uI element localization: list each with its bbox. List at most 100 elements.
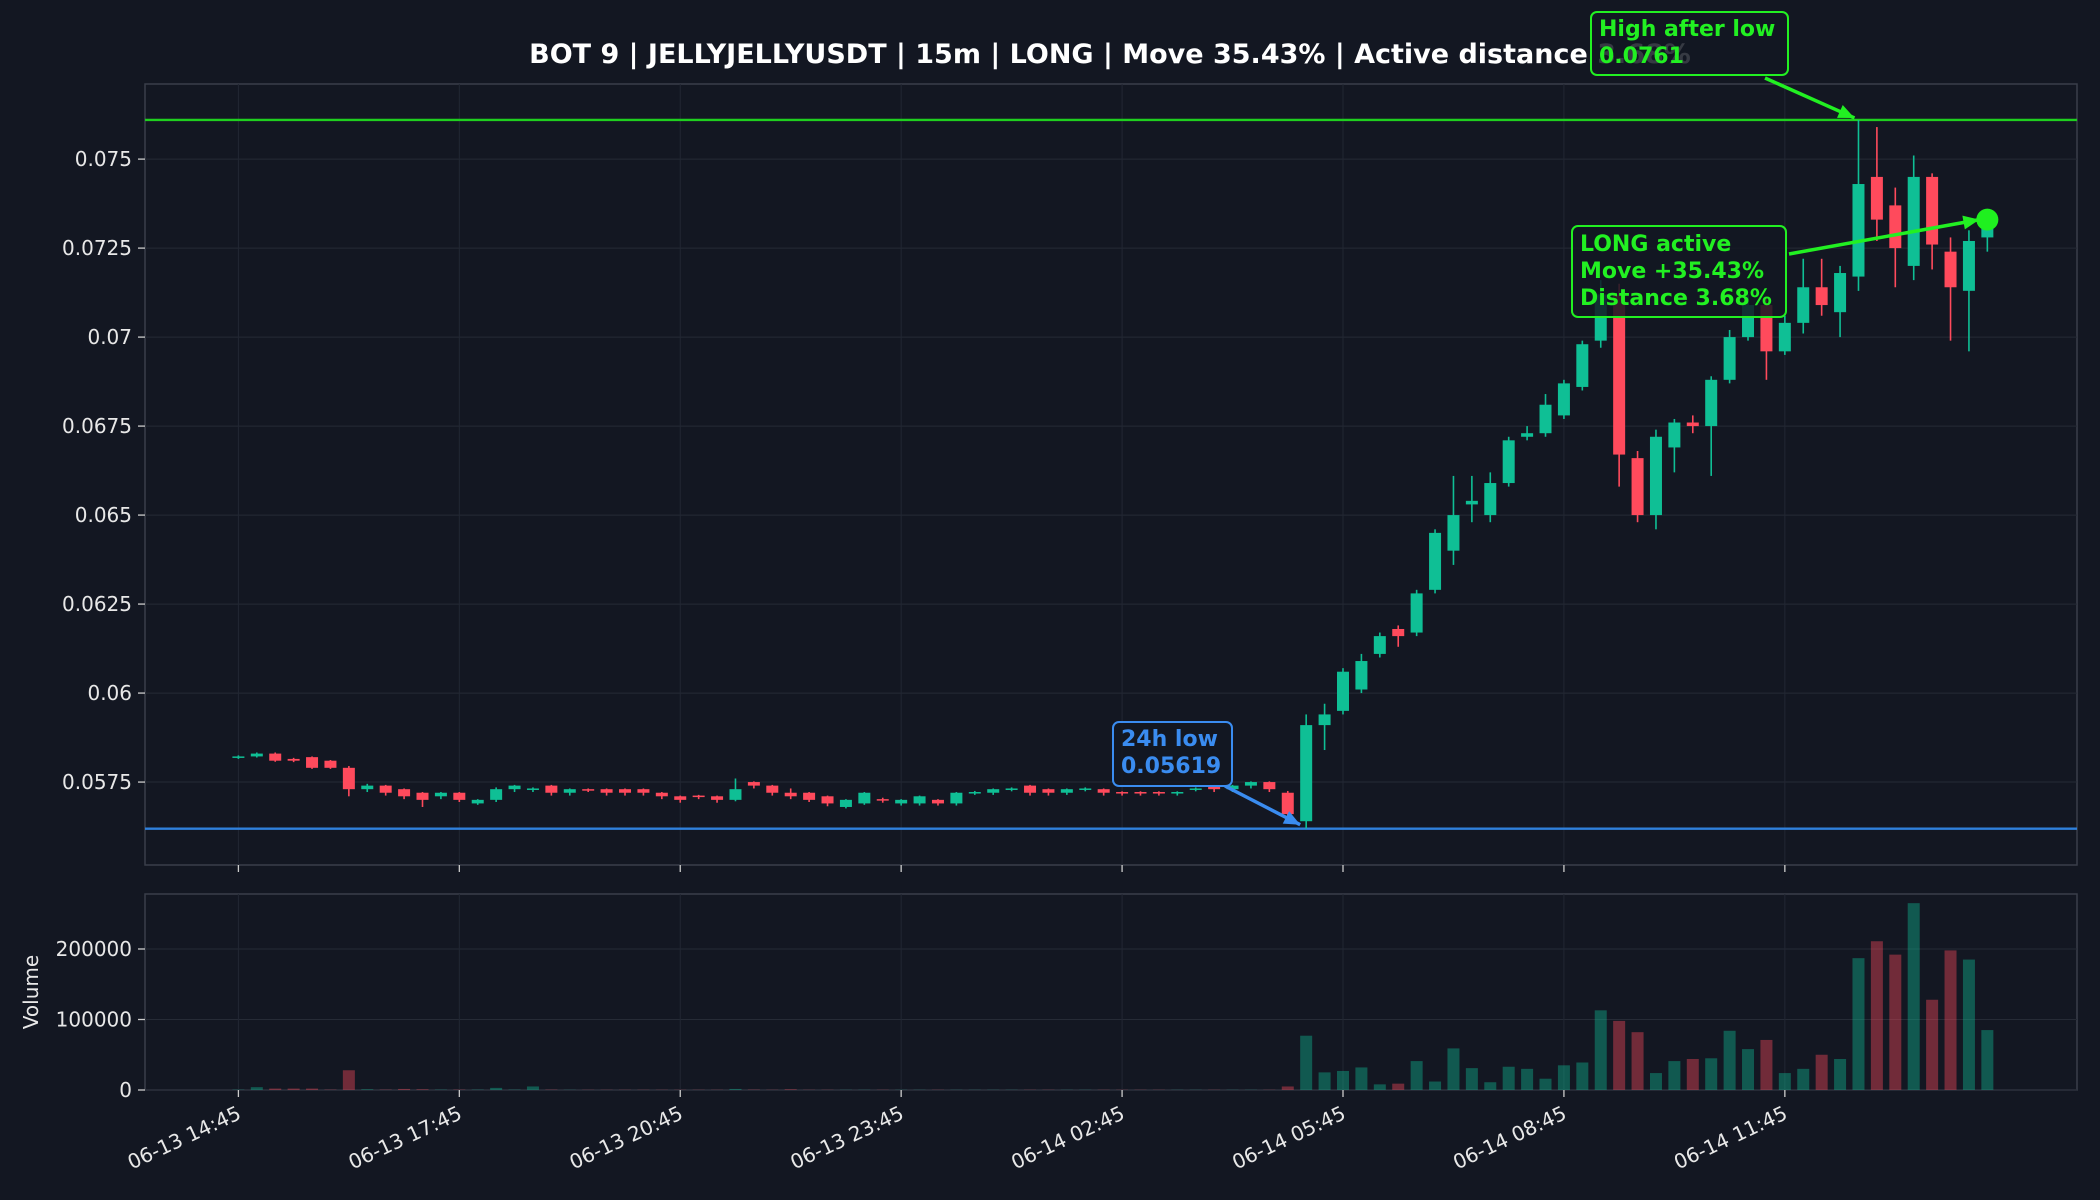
- volume-axis-label: Volume: [19, 955, 43, 1029]
- annotation-box: [1571, 225, 1787, 318]
- candle-body: [416, 792, 429, 800]
- volume-bar: [416, 1089, 429, 1090]
- volume-bar: [250, 1087, 263, 1090]
- candle-body: [1337, 671, 1349, 711]
- candle-body: [1613, 294, 1626, 455]
- candle-body: [545, 785, 558, 793]
- volume-bar: [1392, 1083, 1405, 1090]
- candle-body: [1024, 785, 1037, 793]
- candle-body: [895, 799, 908, 804]
- candle-body: [711, 796, 724, 800]
- y-tick-label: 100000: [56, 1007, 132, 1031]
- candle-body: [692, 795, 705, 798]
- candle-body: [1797, 287, 1810, 323]
- candle-body: [839, 799, 852, 807]
- candle-body: [1889, 205, 1902, 249]
- candle-body: [1668, 422, 1681, 448]
- candle-body: [1465, 500, 1478, 505]
- candle-body: [1373, 636, 1386, 654]
- candle-body: [729, 789, 742, 800]
- price-panel: [144, 83, 2078, 866]
- y-tick-label: 0.07: [87, 325, 132, 349]
- candle-body: [1410, 593, 1423, 633]
- candle-body: [1042, 789, 1055, 793]
- candle-body: [1962, 240, 1975, 291]
- candle-body: [1318, 714, 1331, 726]
- volume-bar: [1926, 999, 1939, 1090]
- candle-body: [508, 785, 521, 790]
- volume-bar: [1410, 1061, 1423, 1090]
- candle-body: [1926, 176, 1939, 245]
- arrow-head: [1962, 215, 1980, 230]
- annotation-text: 0.0761: [1599, 44, 1684, 69]
- candle-body: [619, 789, 632, 793]
- candle-body: [766, 785, 779, 793]
- candle-body: [379, 785, 392, 793]
- volume-bar: [1465, 1068, 1478, 1090]
- volume-bar: [1907, 903, 1920, 1090]
- annotation-box: [1590, 11, 1789, 76]
- volume-bar: [1355, 1067, 1368, 1090]
- candle-body: [803, 792, 816, 800]
- volume-panel: [144, 893, 2078, 1091]
- candle-body: [250, 753, 263, 757]
- candle-body: [1557, 383, 1570, 416]
- volume-bar: [1557, 1065, 1570, 1090]
- candle-body: [342, 767, 355, 790]
- candle-body: [1263, 782, 1276, 790]
- volume-bar: [1778, 1073, 1791, 1090]
- candle-body: [1429, 532, 1442, 590]
- candle-body: [269, 753, 282, 761]
- candle-body: [655, 792, 668, 797]
- volume-bar: [361, 1089, 374, 1090]
- candle-body: [821, 796, 834, 804]
- volume-bar: [1613, 1020, 1626, 1090]
- annotation-text: Distance 3.68%: [1580, 286, 1772, 311]
- volume-bar: [1870, 941, 1883, 1090]
- volume-bar: [526, 1086, 539, 1090]
- volume-bar: [1429, 1081, 1442, 1090]
- volume-bar: [1797, 1068, 1810, 1090]
- y-tick-label: 0: [119, 1078, 132, 1102]
- candle-body: [1171, 792, 1184, 794]
- candle-body: [674, 796, 687, 800]
- candle-body: [1521, 433, 1534, 437]
- annotation-text: Move +35.43%: [1580, 259, 1764, 284]
- y-tick-label: 0.0625: [62, 592, 132, 616]
- candle-body: [1649, 436, 1662, 516]
- candle-body: [526, 788, 539, 790]
- annotation-text: 0.05619: [1121, 754, 1221, 779]
- y-tick-label: 0.0675: [62, 414, 132, 438]
- y-tick-label: 0.06: [87, 681, 132, 705]
- volume-bar: [784, 1089, 797, 1090]
- volume-bar: [269, 1088, 282, 1090]
- volume-bar: [1815, 1054, 1828, 1090]
- volume-bar: [1742, 1049, 1755, 1090]
- volume-bar: [1631, 1032, 1644, 1090]
- volume-bar: [490, 1087, 503, 1090]
- chart-title: BOT 9 | JELLYJELLYUSDT | 15m | LONG | Mo…: [529, 39, 1691, 70]
- candle-body: [1005, 788, 1018, 790]
- volume-bar: [1889, 954, 1902, 1090]
- volume-bar: [1300, 1035, 1313, 1090]
- candle-body: [1502, 440, 1515, 484]
- candle-body: [1907, 176, 1920, 266]
- candle-body: [1079, 788, 1092, 790]
- volume-bar: [398, 1088, 411, 1090]
- candle-body: [784, 792, 797, 797]
- y-tick-label: 0.0575: [62, 770, 132, 794]
- candle-body: [1852, 184, 1865, 277]
- candle-body: [582, 789, 595, 791]
- volume-bar: [1962, 959, 1975, 1090]
- candle-body: [324, 760, 337, 768]
- volume-bar: [1447, 1048, 1460, 1090]
- candle-body: [747, 782, 760, 786]
- candle-body: [1226, 785, 1239, 790]
- annotation-box: [1112, 721, 1233, 787]
- y-tick-label: 200000: [56, 937, 132, 961]
- candle-body: [876, 799, 889, 801]
- annotation-text: LONG active: [1580, 232, 1731, 257]
- annotation-text: 24h low: [1121, 727, 1218, 752]
- volume-bar: [1281, 1086, 1294, 1090]
